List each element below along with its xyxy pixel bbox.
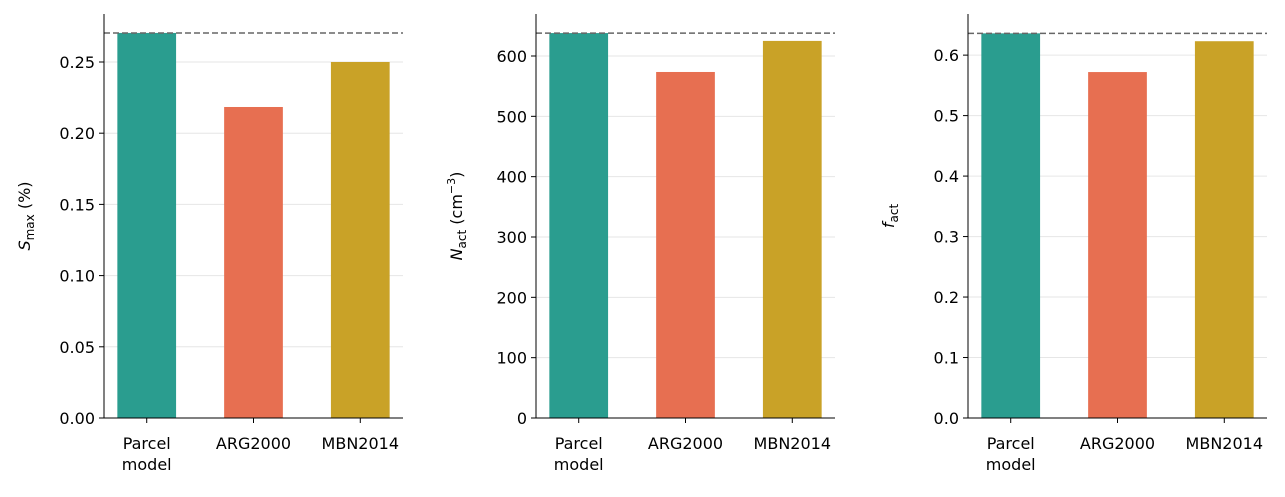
x-tick-label: Parcel model — [122, 434, 172, 474]
x-tick-label-line: Parcel — [555, 434, 603, 453]
x-tick-label: MBN2014 — [1186, 434, 1263, 453]
y-tick-label: 0.1 — [934, 349, 959, 368]
y-tick-label: 0.25 — [59, 53, 95, 72]
y-tick-label: 400 — [496, 168, 527, 187]
y-tick-label: 0.5 — [934, 107, 959, 126]
y-tick-label: 0.10 — [59, 267, 95, 286]
x-tick-label-line: ARG2000 — [216, 434, 291, 453]
y-tick-label: 500 — [496, 107, 527, 126]
x-tick-label-line: MBN2014 — [754, 434, 831, 453]
x-tick-label-line: model — [554, 455, 604, 474]
y-tick-label: 0 — [517, 409, 527, 428]
bar — [549, 33, 609, 419]
x-tick-label: ARG2000 — [1080, 434, 1155, 453]
y-axis-label-part: N — [447, 248, 466, 260]
y-tick-label: 0.4 — [934, 167, 959, 186]
y-axis-label: Nact (cm−3) — [445, 172, 469, 261]
y-axis-label: fact — [879, 204, 901, 229]
panel: 0 100 200 300 400 500 600 Parcel model ARG2000 MBN… — [445, 14, 835, 474]
x-tick-label-line: model — [122, 455, 172, 474]
y-tick-label: 300 — [496, 228, 527, 247]
x-tick-label: ARG2000 — [216, 434, 291, 453]
y-tick-label: 0.20 — [59, 124, 95, 143]
x-tick-label-line: Parcel — [123, 434, 171, 453]
x-tick-label: Parcel model — [554, 434, 604, 474]
y-axis-label-part: max — [23, 214, 37, 240]
y-axis-label: Smax (%) — [15, 181, 37, 250]
y-tick-label: 0.15 — [59, 195, 95, 214]
bar — [117, 32, 177, 418]
x-tick-label-line: MBN2014 — [322, 434, 399, 453]
x-tick-label-line: MBN2014 — [1186, 434, 1263, 453]
x-tick-label-line: Parcel — [987, 434, 1035, 453]
y-tick-label: 0.3 — [934, 228, 959, 247]
y-tick-label: 0.00 — [59, 409, 95, 428]
y-tick-label: 0.2 — [934, 288, 959, 307]
bar — [1088, 72, 1147, 419]
y-axis-label-part: −3 — [445, 178, 458, 194]
y-tick-label: 0.0 — [934, 409, 959, 428]
y-tick-label: 600 — [496, 47, 527, 66]
panel: 0.00 0.05 0.10 0.15 0.20 0.25 Parcel model ARG20… — [15, 14, 403, 474]
y-axis-label-part: (%) — [15, 181, 34, 214]
bar — [981, 33, 1041, 418]
y-axis-label-part: f — [879, 220, 898, 228]
bar — [1194, 41, 1254, 418]
x-tick-label: MBN2014 — [322, 434, 399, 453]
bar — [330, 61, 390, 418]
y-tick-label: 0.6 — [934, 46, 959, 65]
x-tick-label: ARG2000 — [648, 434, 723, 453]
y-tick-label: 100 — [496, 349, 527, 368]
x-tick-label: Parcel model — [986, 434, 1036, 474]
bar — [762, 40, 822, 418]
x-tick-label: MBN2014 — [754, 434, 831, 453]
y-tick-label: 0.05 — [59, 338, 95, 357]
x-tick-label-line: ARG2000 — [1080, 434, 1155, 453]
bar — [656, 71, 715, 419]
x-tick-label-line: ARG2000 — [648, 434, 723, 453]
panel: 0.0 0.1 0.2 0.3 0.4 0.5 0.6 Parcel model ARG2000 M… — [879, 14, 1267, 474]
y-axis-label-part: act — [887, 204, 901, 223]
y-axis-label-part: act — [455, 229, 469, 248]
bar — [224, 106, 283, 418]
x-tick-label-line: model — [986, 455, 1036, 474]
y-tick-label: 200 — [496, 288, 527, 307]
y-axis-label-part: ) — [447, 172, 466, 178]
y-axis-label-part: (cm — [447, 194, 466, 230]
y-axis-label-part: S — [15, 240, 34, 250]
